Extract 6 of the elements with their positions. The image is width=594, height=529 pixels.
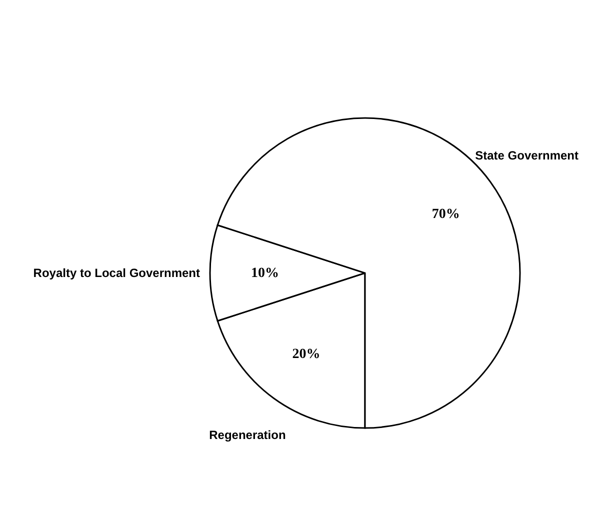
data-label: 20% xyxy=(292,346,320,362)
slice-label: Royalty to Local Government xyxy=(33,266,200,280)
data-label: 10% xyxy=(251,266,279,281)
data-label: 70% xyxy=(432,207,460,222)
slice-label: State Government xyxy=(475,148,578,162)
slice-label: Regeneration xyxy=(209,428,286,442)
